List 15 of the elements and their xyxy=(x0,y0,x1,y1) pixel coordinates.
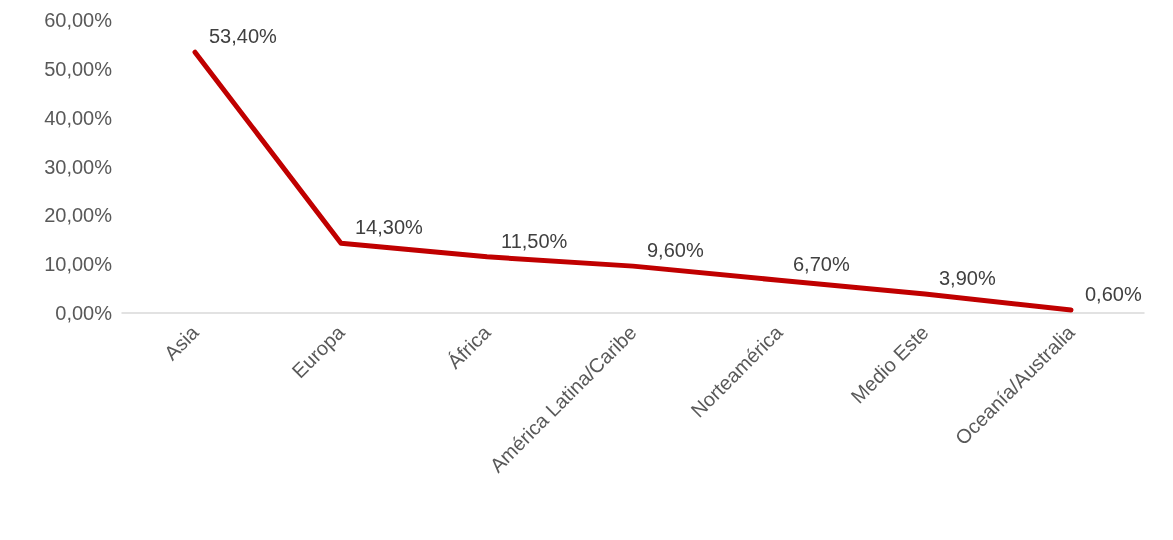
x-tick-label: Asia xyxy=(159,320,204,365)
y-tick-label: 40,00% xyxy=(44,106,113,129)
y-tick-label: 20,00% xyxy=(44,204,113,227)
y-tick-label: 10,00% xyxy=(44,253,113,276)
y-tick-label: 30,00% xyxy=(44,155,113,178)
y-tick-label: 60,00% xyxy=(44,9,113,31)
data-label: 11,50% xyxy=(501,229,568,252)
data-label: 3,90% xyxy=(939,266,996,289)
data-label: 0,60% xyxy=(1085,283,1142,306)
y-tick-label: 0,00% xyxy=(55,302,113,324)
data-label: 53,40% xyxy=(209,25,278,48)
y-tick-label: 50,00% xyxy=(44,57,113,80)
data-label: 14,30% xyxy=(355,216,424,239)
data-label: 9,60% xyxy=(647,239,704,262)
data-label: 6,70% xyxy=(793,253,850,276)
